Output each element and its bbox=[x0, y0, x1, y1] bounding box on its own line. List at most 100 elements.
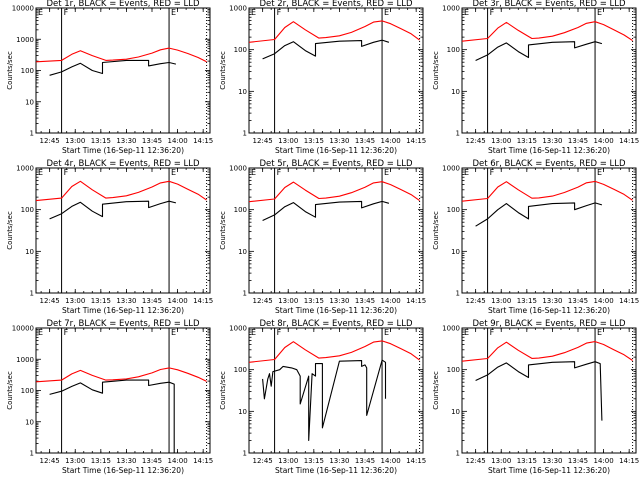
x-tick-label: 13:15 bbox=[517, 137, 537, 145]
y-tick-label: 10 bbox=[25, 98, 34, 106]
x-tick-label: 13:45 bbox=[355, 457, 375, 465]
marker-label: E bbox=[597, 328, 602, 337]
y-tick-label: 1 bbox=[30, 450, 34, 458]
x-tick-label: 14:00 bbox=[167, 137, 187, 145]
panel-2: Det 2r, BLACK = Events, RED = LLD 1 10 100 1… bbox=[219, 0, 426, 155]
x-tick-label: 13:15 bbox=[304, 457, 324, 465]
marker-label: E bbox=[384, 168, 389, 177]
series-line-events bbox=[475, 361, 603, 421]
x-tick-label: 14:00 bbox=[167, 297, 187, 305]
series-line-events bbox=[262, 200, 390, 221]
x-tick-label: 13:30 bbox=[329, 137, 349, 145]
y-tick-label: 10000 bbox=[12, 5, 34, 13]
x-tick-label: 13:45 bbox=[568, 137, 588, 145]
x-tick-label: 13:45 bbox=[355, 297, 375, 305]
x-tick-label: 14:15 bbox=[193, 137, 213, 145]
series-line-events bbox=[262, 359, 387, 442]
x-tick-label: 13:00 bbox=[278, 137, 298, 145]
x-tick-label: 13:30 bbox=[329, 457, 349, 465]
y-tick-label: 100 bbox=[234, 366, 247, 374]
series-line-lld bbox=[461, 180, 633, 202]
x-axis-label: Start Time (16-Sep-11 12:36:20) bbox=[62, 306, 184, 315]
y-tick-label: 10000 bbox=[12, 325, 34, 333]
panel-title: Det 5r, BLACK = Events, RED = LLD bbox=[259, 159, 413, 169]
marker-label: F bbox=[490, 328, 495, 337]
marker-label: F bbox=[277, 328, 282, 337]
y-tick-label: 1000 bbox=[229, 5, 247, 13]
y-tick-label: 1000 bbox=[442, 165, 460, 173]
y-tick-label: 10 bbox=[451, 248, 460, 256]
panel-title: Det 4r, BLACK = Events, RED = LLD bbox=[46, 159, 200, 169]
y-tick-label: 1 bbox=[456, 130, 460, 138]
y-axis-label: Counts/sec bbox=[432, 371, 440, 410]
y-tick-label: 1 bbox=[243, 290, 247, 298]
x-tick-label: 14:00 bbox=[593, 457, 613, 465]
marker-label: E bbox=[251, 168, 256, 177]
y-tick-label: 10 bbox=[25, 248, 34, 256]
series-line-lld bbox=[35, 47, 207, 63]
x-tick-label: 13:00 bbox=[65, 457, 85, 465]
x-axis-label: Start Time (16-Sep-11 12:36:20) bbox=[488, 466, 610, 475]
marker-label: F bbox=[277, 168, 282, 177]
panel-title: Det 8r, BLACK = Events, RED = LLD bbox=[259, 319, 413, 329]
marker-label: E bbox=[597, 8, 602, 17]
x-axis-label: Start Time (16-Sep-11 12:36:20) bbox=[62, 466, 184, 475]
x-tick-label: 13:15 bbox=[91, 297, 111, 305]
x-axis-label: Start Time (16-Sep-11 12:36:20) bbox=[62, 146, 184, 155]
x-tick-label: 12:45 bbox=[466, 457, 486, 465]
marker-label: E bbox=[251, 8, 256, 17]
y-tick-label: 1000 bbox=[229, 165, 247, 173]
y-axis-label: Counts/sec bbox=[219, 211, 227, 250]
marker-label: E bbox=[464, 8, 469, 17]
series-line-events bbox=[49, 59, 177, 76]
y-tick-label: 1 bbox=[243, 130, 247, 138]
x-tick-label: 12:45 bbox=[253, 137, 273, 145]
panel-9: Det 9r, BLACK = Events, RED = LLD 1 10 100 1… bbox=[432, 319, 639, 475]
panel-7: Det 7r, BLACK = Events, RED = LLD 1 10 100 1… bbox=[6, 319, 213, 475]
x-tick-label: 14:00 bbox=[380, 137, 400, 145]
y-tick-label: 100 bbox=[21, 387, 34, 395]
plot-frame bbox=[461, 327, 637, 454]
series-line-events bbox=[475, 202, 603, 227]
x-tick-label: 12:45 bbox=[466, 297, 486, 305]
marker-label: F bbox=[64, 168, 69, 177]
marker-label: E bbox=[384, 328, 389, 337]
y-axis-label: Counts/sec bbox=[6, 51, 14, 90]
series-line-events bbox=[475, 41, 603, 61]
plot-frame bbox=[35, 167, 211, 294]
marker-label: E bbox=[464, 168, 469, 177]
series-line-lld bbox=[461, 341, 633, 362]
x-tick-label: 13:15 bbox=[517, 457, 537, 465]
x-tick-label: 13:30 bbox=[542, 137, 562, 145]
marker-label: E bbox=[171, 8, 176, 17]
marker-label: E bbox=[171, 168, 176, 177]
series-line-lld bbox=[248, 20, 420, 43]
x-tick-label: 13:15 bbox=[517, 297, 537, 305]
y-axis-label: Counts/sec bbox=[219, 371, 227, 410]
panel-title: Det 7r, BLACK = Events, RED = LLD bbox=[46, 319, 200, 329]
series-line-lld bbox=[248, 340, 420, 363]
plot-frame bbox=[248, 7, 424, 134]
marker-label: E bbox=[251, 328, 256, 337]
y-tick-label: 10 bbox=[451, 88, 460, 96]
marker-label: F bbox=[277, 8, 282, 17]
marker-label: E bbox=[171, 328, 176, 337]
x-tick-label: 13:30 bbox=[542, 457, 562, 465]
x-tick-label: 13:00 bbox=[491, 457, 511, 465]
x-tick-label: 13:30 bbox=[116, 297, 136, 305]
y-tick-label: 10 bbox=[238, 88, 247, 96]
y-tick-label: 10 bbox=[451, 408, 460, 416]
marker-label: E bbox=[464, 328, 469, 337]
x-axis-label: Start Time (16-Sep-11 12:36:20) bbox=[275, 466, 397, 475]
x-tick-label: 13:15 bbox=[91, 137, 111, 145]
x-axis-label: Start Time (16-Sep-11 12:36:20) bbox=[488, 146, 610, 155]
y-tick-label: 1000 bbox=[16, 356, 34, 364]
x-tick-label: 13:15 bbox=[91, 457, 111, 465]
panel-title: Det 2r, BLACK = Events, RED = LLD bbox=[259, 0, 413, 9]
x-tick-label: 14:15 bbox=[193, 297, 213, 305]
panel-4: Det 4r, BLACK = Events, RED = LLD 1 10 100 1… bbox=[6, 159, 213, 315]
y-tick-label: 100 bbox=[447, 366, 460, 374]
marker-label: E bbox=[597, 168, 602, 177]
